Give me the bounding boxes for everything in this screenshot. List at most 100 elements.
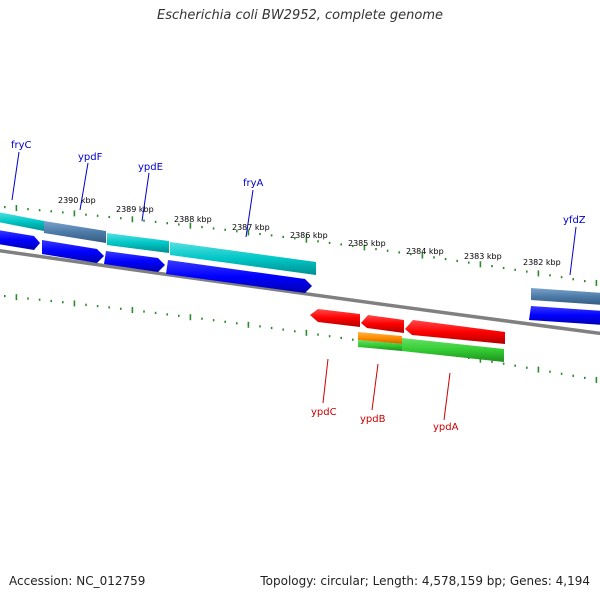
- minor-tick: [178, 314, 180, 317]
- scale-label: 2382 kbp: [523, 258, 561, 267]
- major-tick: [421, 252, 424, 259]
- gene-feature-ypdE[interactable]: [107, 233, 169, 253]
- gene-label-ypdA[interactable]: ypdA: [433, 422, 459, 433]
- scale-label: 2385 kbp: [348, 239, 386, 248]
- minor-tick: [352, 338, 354, 341]
- cds-arrow-ypdB[interactable]: [361, 315, 404, 333]
- cds-arrow-ypdA[interactable]: [405, 320, 505, 344]
- cds-arrow-ypdC[interactable]: [310, 309, 360, 327]
- minor-tick: [212, 227, 215, 230]
- minor-tick: [514, 268, 516, 271]
- minor-tick: [96, 214, 99, 217]
- major-tick: [131, 307, 134, 313]
- gene-feature-yfdZ[interactable]: [531, 288, 600, 305]
- minor-tick: [328, 335, 331, 338]
- major-tick: [247, 229, 250, 236]
- cds-arrow-ypdE[interactable]: [104, 251, 165, 272]
- minor-tick: [282, 235, 284, 238]
- minor-tick: [27, 208, 29, 211]
- minor-tick: [433, 256, 435, 259]
- gene-label-ypdE[interactable]: ypdE: [138, 162, 163, 173]
- minor-tick: [38, 298, 41, 301]
- minor-tick: [4, 206, 6, 209]
- accession-text: Accession: NC_012759: [9, 574, 146, 588]
- gene-label-ypdF[interactable]: ypdF: [78, 152, 103, 163]
- scale-label: 2386 kbp: [290, 231, 328, 240]
- scale-label: 2384 kbp: [406, 247, 444, 256]
- minor-tick: [526, 366, 528, 369]
- minor-tick: [340, 336, 342, 339]
- gene-label-fryA[interactable]: fryA: [243, 178, 264, 189]
- minor-tick: [317, 240, 319, 243]
- gene-feature-ypdA[interactable]: [402, 338, 504, 362]
- minor-tick: [444, 258, 447, 261]
- gene-label-yfdZ[interactable]: yfdZ: [563, 215, 586, 226]
- major-tick: [73, 300, 76, 307]
- leader-line-fryA: [245, 189, 254, 238]
- minor-tick: [526, 270, 528, 273]
- major-tick: [189, 314, 192, 321]
- minor-tick: [108, 306, 110, 309]
- minor-tick: [178, 223, 180, 226]
- minor-tick: [410, 253, 412, 256]
- leader-line-fryC: [11, 151, 20, 201]
- cds-arrow-fryA[interactable]: [166, 260, 312, 293]
- minor-tick: [50, 210, 52, 213]
- major-tick: [189, 222, 192, 229]
- minor-tick: [502, 362, 505, 365]
- cds-arrow-ypdF[interactable]: [42, 240, 104, 263]
- minor-tick: [143, 310, 145, 313]
- scale-label: 2390 kbp: [58, 196, 96, 205]
- major-tick: [73, 210, 76, 217]
- gene-feature-fryA[interactable]: [170, 242, 316, 275]
- minor-tick: [340, 243, 342, 246]
- major-tick: [479, 356, 482, 363]
- minor-tick: [201, 317, 203, 320]
- leader-line-ypdC: [322, 358, 329, 404]
- minor-tick: [456, 259, 458, 262]
- gene-label-fryC[interactable]: fryC: [11, 140, 32, 151]
- minor-tick: [259, 325, 261, 328]
- gene-feature-ypdB[interactable]: [358, 340, 402, 351]
- gene-feature-fryC[interactable]: [0, 212, 44, 231]
- leader-line-ypdE: [141, 172, 150, 222]
- minor-tick: [398, 251, 400, 254]
- minor-tick: [166, 313, 168, 316]
- cds-arrow-fryC[interactable]: [0, 230, 40, 250]
- minor-tick: [386, 249, 389, 252]
- gene-label-ypdC[interactable]: ypdC: [311, 407, 337, 418]
- minor-tick: [375, 248, 377, 251]
- major-tick: [537, 366, 540, 373]
- minor-tick: [85, 303, 87, 306]
- tick-marks-outer: [4, 205, 598, 286]
- minor-tick: [201, 226, 203, 229]
- minor-tick: [270, 326, 273, 330]
- minor-tick: [560, 372, 563, 375]
- leader-line-ypdB: [371, 363, 379, 411]
- minor-tick: [328, 241, 331, 244]
- leader-line-ypdF: [79, 162, 89, 211]
- gene-feature-ypdF[interactable]: [44, 221, 106, 243]
- minor-tick: [154, 311, 157, 314]
- minor-tick: [352, 244, 354, 248]
- genome-backbone: [0, 248, 600, 336]
- minor-tick: [236, 230, 238, 233]
- minor-tick: [572, 278, 574, 281]
- leader-line-ypdA: [443, 372, 451, 421]
- minor-tick: [154, 220, 157, 223]
- minor-tick: [560, 276, 563, 279]
- tick-marks-inner: [4, 294, 598, 383]
- minor-tick: [224, 228, 226, 231]
- minor-tick: [259, 232, 261, 236]
- minor-tick: [224, 320, 226, 323]
- minor-tick: [50, 299, 52, 303]
- major-tick: [15, 294, 18, 301]
- cds-arrow-yfdZ[interactable]: [529, 306, 600, 325]
- minor-tick: [282, 328, 284, 331]
- minor-tick: [468, 261, 470, 264]
- scale-label: 2383 kbp: [464, 252, 502, 261]
- major-tick: [131, 216, 134, 223]
- gene-label-ypdB[interactable]: ypdB: [360, 414, 386, 425]
- map-title: Escherichia coli BW2952, complete genome: [157, 8, 443, 23]
- minor-tick: [294, 237, 296, 240]
